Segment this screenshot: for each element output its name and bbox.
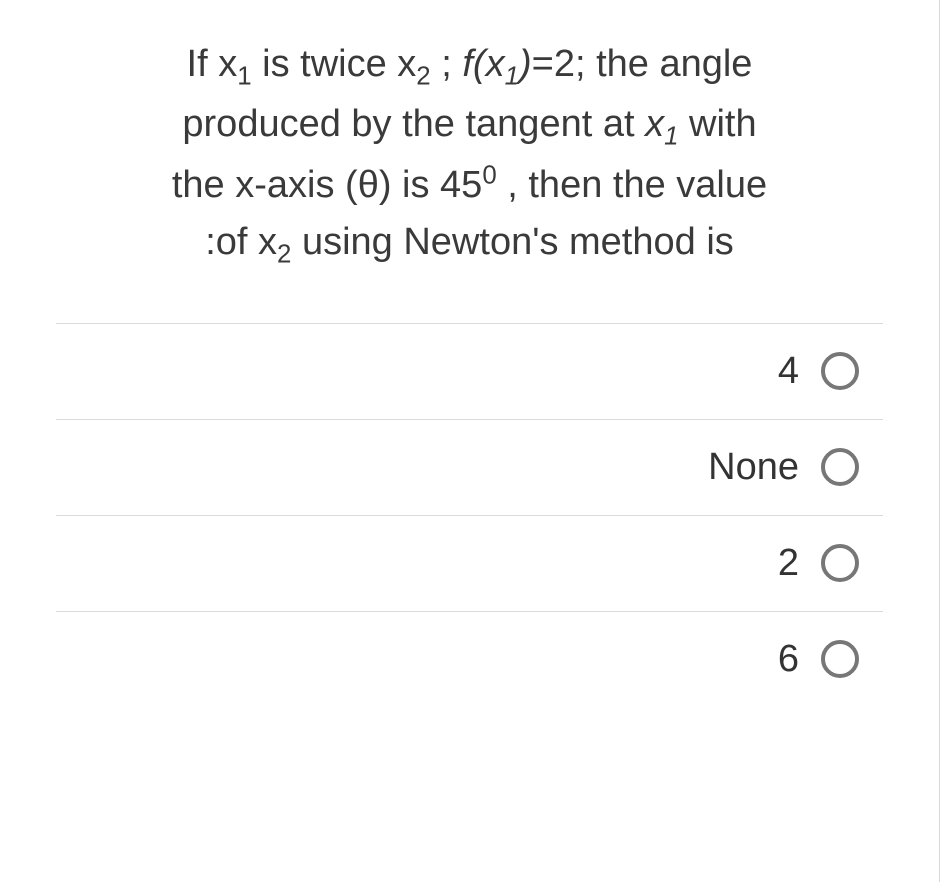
option-row[interactable]: None [56, 420, 883, 516]
option-label: 2 [778, 542, 799, 585]
radio-icon[interactable] [821, 544, 859, 582]
question-line-4: :of x2 using Newton's method is [205, 221, 734, 263]
radio-icon[interactable] [821, 640, 859, 678]
options-list: 4 None 2 6 [56, 323, 883, 707]
question-card: If x1 is twice x2 ; f(x1)=2; the angle p… [0, 0, 940, 882]
question-line-2: produced by the tangent at x1 with [182, 103, 756, 145]
radio-icon[interactable] [821, 448, 859, 486]
option-row[interactable]: 4 [56, 324, 883, 420]
question-line-1: If x1 is twice x2 ; f(x1)=2; the angle [187, 43, 753, 85]
radio-icon[interactable] [821, 352, 859, 390]
option-label: 6 [778, 638, 799, 681]
option-label: 4 [778, 350, 799, 393]
option-row[interactable]: 6 [56, 612, 883, 707]
option-row[interactable]: 2 [56, 516, 883, 612]
question-text: If x1 is twice x2 ; f(x1)=2; the angle p… [56, 36, 883, 275]
question-line-3: the x-axis (θ) is 450 , then the value [172, 164, 767, 206]
option-label: None [708, 446, 799, 489]
